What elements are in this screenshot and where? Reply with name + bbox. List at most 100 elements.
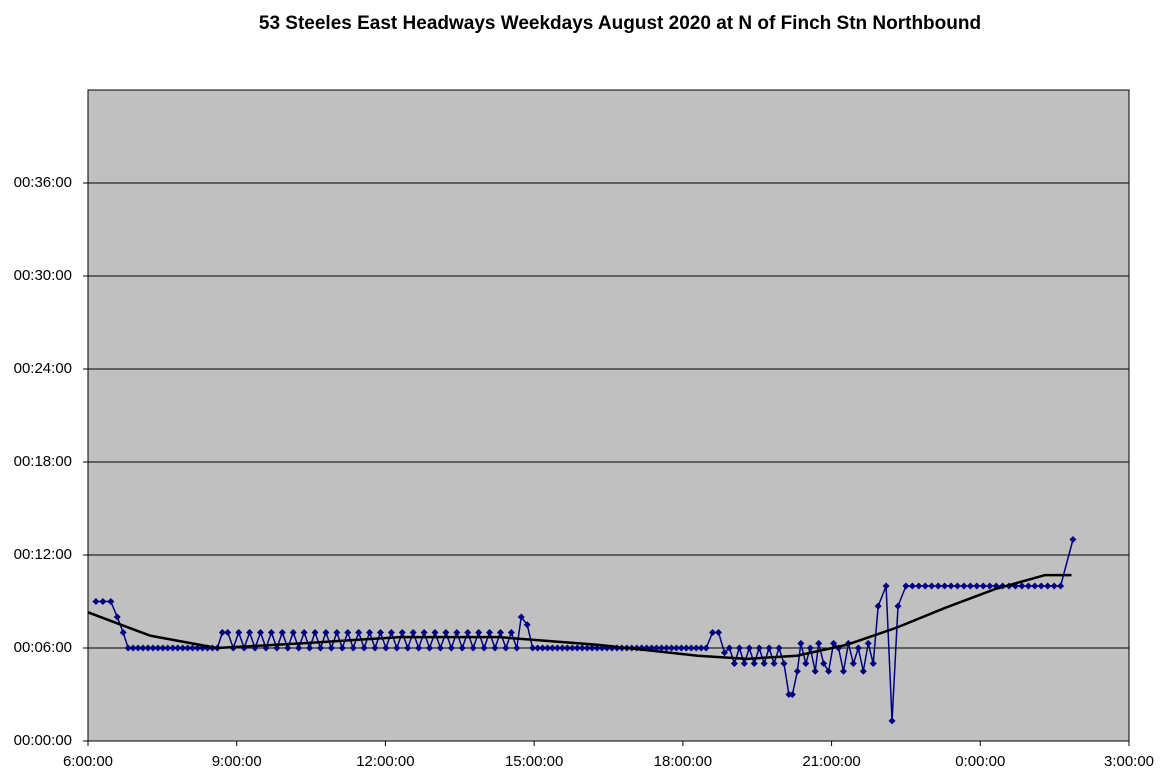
data-point [174, 644, 182, 652]
data-point [134, 644, 142, 652]
data-point [1069, 536, 1077, 543]
data-point [393, 644, 401, 652]
data-point [194, 644, 202, 652]
data-point [289, 629, 297, 636]
data-point [295, 644, 303, 652]
data-point [189, 644, 197, 652]
x-tick-label: 21:00:00 [802, 753, 860, 770]
data-point [124, 644, 132, 652]
data-point [563, 644, 571, 652]
data-point [113, 613, 121, 621]
data-point [1031, 582, 1039, 590]
data-point [1044, 582, 1052, 590]
y-tick-label: 00:30:00 [14, 267, 72, 284]
data-point [941, 582, 949, 590]
data-point [420, 629, 428, 636]
data-point [667, 644, 675, 652]
data-point [908, 582, 916, 590]
data-point [973, 582, 981, 590]
data-point [755, 644, 763, 652]
data-point [273, 644, 281, 652]
data-point [830, 639, 838, 647]
data-point [502, 644, 510, 652]
data-point [979, 582, 987, 590]
data-point [780, 660, 788, 667]
data-point [709, 629, 717, 636]
data-point [882, 582, 890, 590]
data-point [1018, 582, 1026, 590]
data-point [507, 629, 515, 636]
y-tick-label: 00:00:00 [14, 732, 72, 749]
data-point [869, 660, 877, 667]
data-point [344, 629, 352, 636]
data-point [426, 644, 434, 652]
data-point [735, 644, 743, 652]
data-point [382, 644, 390, 652]
data-point [1050, 582, 1058, 590]
data-point [311, 629, 319, 636]
data-point [874, 602, 882, 610]
data-point [159, 644, 167, 652]
data-point [730, 660, 738, 667]
data-point [658, 644, 666, 652]
data-point [934, 582, 942, 590]
x-tick-label: 0:00:00 [955, 753, 1005, 770]
data-point [496, 629, 504, 636]
data-point [947, 582, 955, 590]
data-point [529, 644, 537, 652]
data-point [760, 660, 768, 667]
data-point [548, 644, 556, 652]
data-point [464, 629, 472, 636]
data-point [409, 629, 417, 636]
data-point [404, 644, 412, 652]
data-point [154, 644, 162, 652]
data-point [257, 629, 265, 636]
data-point [825, 667, 833, 675]
data-point [355, 629, 363, 636]
data-point [864, 639, 872, 647]
data-point [469, 644, 477, 652]
data-point [246, 629, 254, 636]
y-tick-label: 00:06:00 [14, 639, 72, 656]
data-point [593, 644, 601, 652]
plot-area [87, 89, 1130, 742]
data-point [797, 639, 805, 647]
data-point [442, 629, 450, 636]
data-point [349, 644, 357, 652]
data-point [480, 644, 488, 652]
data-point [750, 660, 758, 667]
data-point [815, 639, 823, 647]
data-point [662, 644, 670, 652]
data-point [139, 644, 147, 652]
data-point [553, 644, 561, 652]
data-point [92, 598, 100, 605]
data-point [517, 613, 525, 621]
data-point [820, 660, 828, 667]
data-point [966, 582, 974, 590]
data-point [523, 621, 531, 629]
data-point [235, 629, 243, 636]
data-point [811, 667, 819, 675]
trendline [87, 573, 1072, 661]
data-point [398, 629, 406, 636]
data-point [588, 644, 596, 652]
data-point [692, 644, 700, 652]
data-point [578, 644, 586, 652]
data-point [715, 629, 723, 636]
x-tick-label: 9:00:00 [212, 753, 262, 770]
data-point [376, 629, 384, 636]
data-point [894, 602, 902, 610]
data-point [806, 644, 814, 652]
data-point [107, 598, 115, 605]
data-point [677, 644, 685, 652]
data-point [788, 691, 796, 698]
data-point [224, 629, 232, 636]
data-point [544, 644, 552, 652]
data-point [333, 629, 341, 636]
data-point [986, 582, 994, 590]
data-point [129, 644, 137, 652]
data-point [144, 644, 152, 652]
data-point [436, 644, 444, 652]
data-point [725, 644, 733, 652]
data-point [360, 644, 368, 652]
